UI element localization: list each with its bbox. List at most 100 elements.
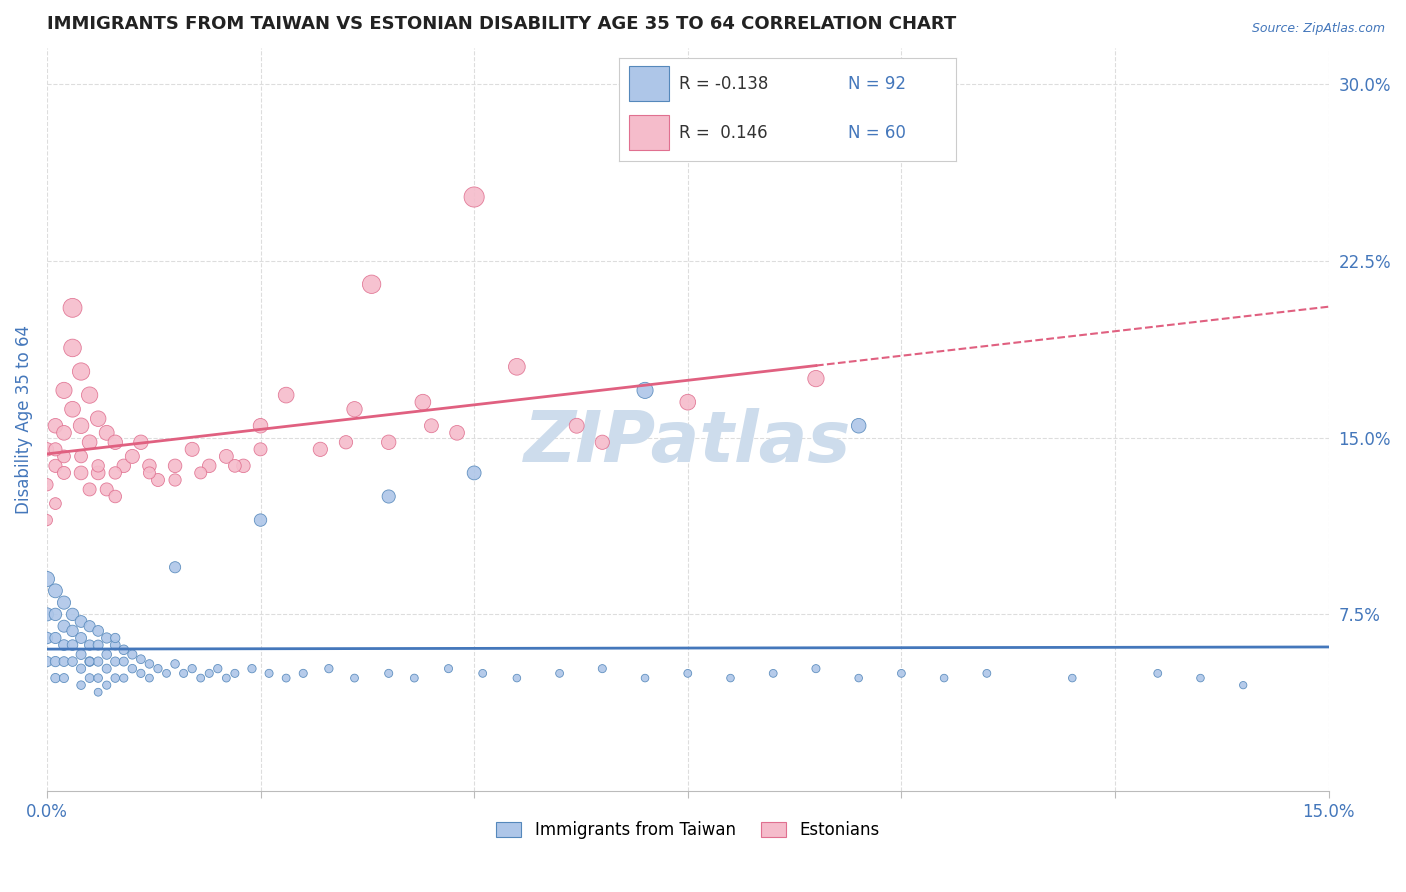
Point (129, 666, 152, 681)
Y-axis label: Disability Age 35 to 64: Disability Age 35 to 64 (15, 326, 32, 515)
Point (276, 388, 298, 402)
Point (565, 418, 588, 433)
Point (762, 666, 785, 681)
Point (112, 655, 135, 669)
Point (79, 638, 101, 652)
Point (1189, 671, 1212, 685)
Point (377, 435, 399, 450)
Point (181, 442, 204, 457)
Point (35, 655, 58, 669)
Point (53, 638, 76, 652)
Point (79, 655, 101, 669)
Point (591, 662, 613, 676)
Point (79, 671, 101, 685)
Point (44, 458, 66, 473)
Point (35, 572, 58, 586)
Point (35, 631, 58, 645)
Point (79, 483, 101, 497)
Point (676, 666, 699, 681)
Text: R = -0.138: R = -0.138 (679, 75, 769, 93)
Point (215, 450, 238, 464)
Point (70, 678, 93, 692)
Point (62, 301, 84, 315)
Point (848, 418, 870, 433)
Point (87, 466, 110, 480)
Point (70, 450, 93, 464)
Point (249, 442, 271, 457)
Bar (628, 66, 669, 101)
Point (232, 458, 254, 473)
Point (155, 666, 177, 681)
Point (44, 418, 66, 433)
Point (87, 458, 110, 473)
Point (104, 631, 127, 645)
Point (207, 662, 229, 676)
Point (146, 473, 169, 487)
Point (53, 384, 76, 398)
Point (112, 458, 135, 473)
Point (70, 648, 93, 662)
Text: ZIPatlas: ZIPatlas (524, 408, 852, 476)
Point (44, 497, 66, 511)
Text: N = 92: N = 92 (848, 75, 905, 93)
Point (70, 418, 93, 433)
Point (62, 638, 84, 652)
Point (240, 662, 263, 676)
Point (87, 685, 110, 699)
Point (377, 490, 399, 504)
Point (190, 671, 212, 685)
Point (404, 671, 426, 685)
Point (215, 671, 238, 685)
Point (412, 395, 434, 409)
Point (848, 671, 870, 685)
Point (1232, 678, 1254, 692)
Point (112, 671, 135, 685)
Point (335, 435, 357, 450)
Point (165, 560, 187, 574)
Point (62, 607, 84, 622)
Point (79, 655, 101, 669)
Point (890, 666, 912, 681)
Point (548, 666, 571, 681)
Point (129, 435, 152, 450)
Point (96, 631, 118, 645)
Point (70, 662, 93, 676)
Point (44, 655, 66, 669)
Point (96, 483, 118, 497)
Point (190, 466, 212, 480)
Point (87, 624, 110, 638)
Point (463, 466, 485, 480)
Point (70, 615, 93, 629)
Point (276, 671, 298, 685)
Point (44, 631, 66, 645)
Point (121, 450, 143, 464)
Point (634, 671, 657, 685)
Text: IMMIGRANTS FROM TAIWAN VS ESTONIAN DISABILITY AGE 35 TO 64 CORRELATION CHART: IMMIGRANTS FROM TAIWAN VS ESTONIAN DISAB… (46, 15, 956, 33)
Point (165, 473, 187, 487)
Point (138, 466, 160, 480)
Point (506, 359, 529, 374)
Point (446, 425, 468, 440)
Point (104, 466, 127, 480)
Point (62, 402, 84, 417)
Point (165, 458, 187, 473)
Point (463, 190, 485, 204)
Point (360, 277, 382, 292)
Point (53, 425, 76, 440)
Text: Source: ZipAtlas.com: Source: ZipAtlas.com (1251, 22, 1385, 36)
Bar (628, 115, 669, 150)
Point (138, 458, 160, 473)
Point (104, 638, 127, 652)
Point (181, 662, 204, 676)
Point (70, 364, 93, 378)
Point (224, 666, 246, 681)
Point (62, 341, 84, 355)
Point (309, 442, 332, 457)
Point (165, 657, 187, 671)
Point (804, 371, 827, 385)
Point (35, 477, 58, 491)
Point (96, 678, 118, 692)
Point (104, 435, 127, 450)
Point (35, 607, 58, 622)
Point (377, 666, 399, 681)
